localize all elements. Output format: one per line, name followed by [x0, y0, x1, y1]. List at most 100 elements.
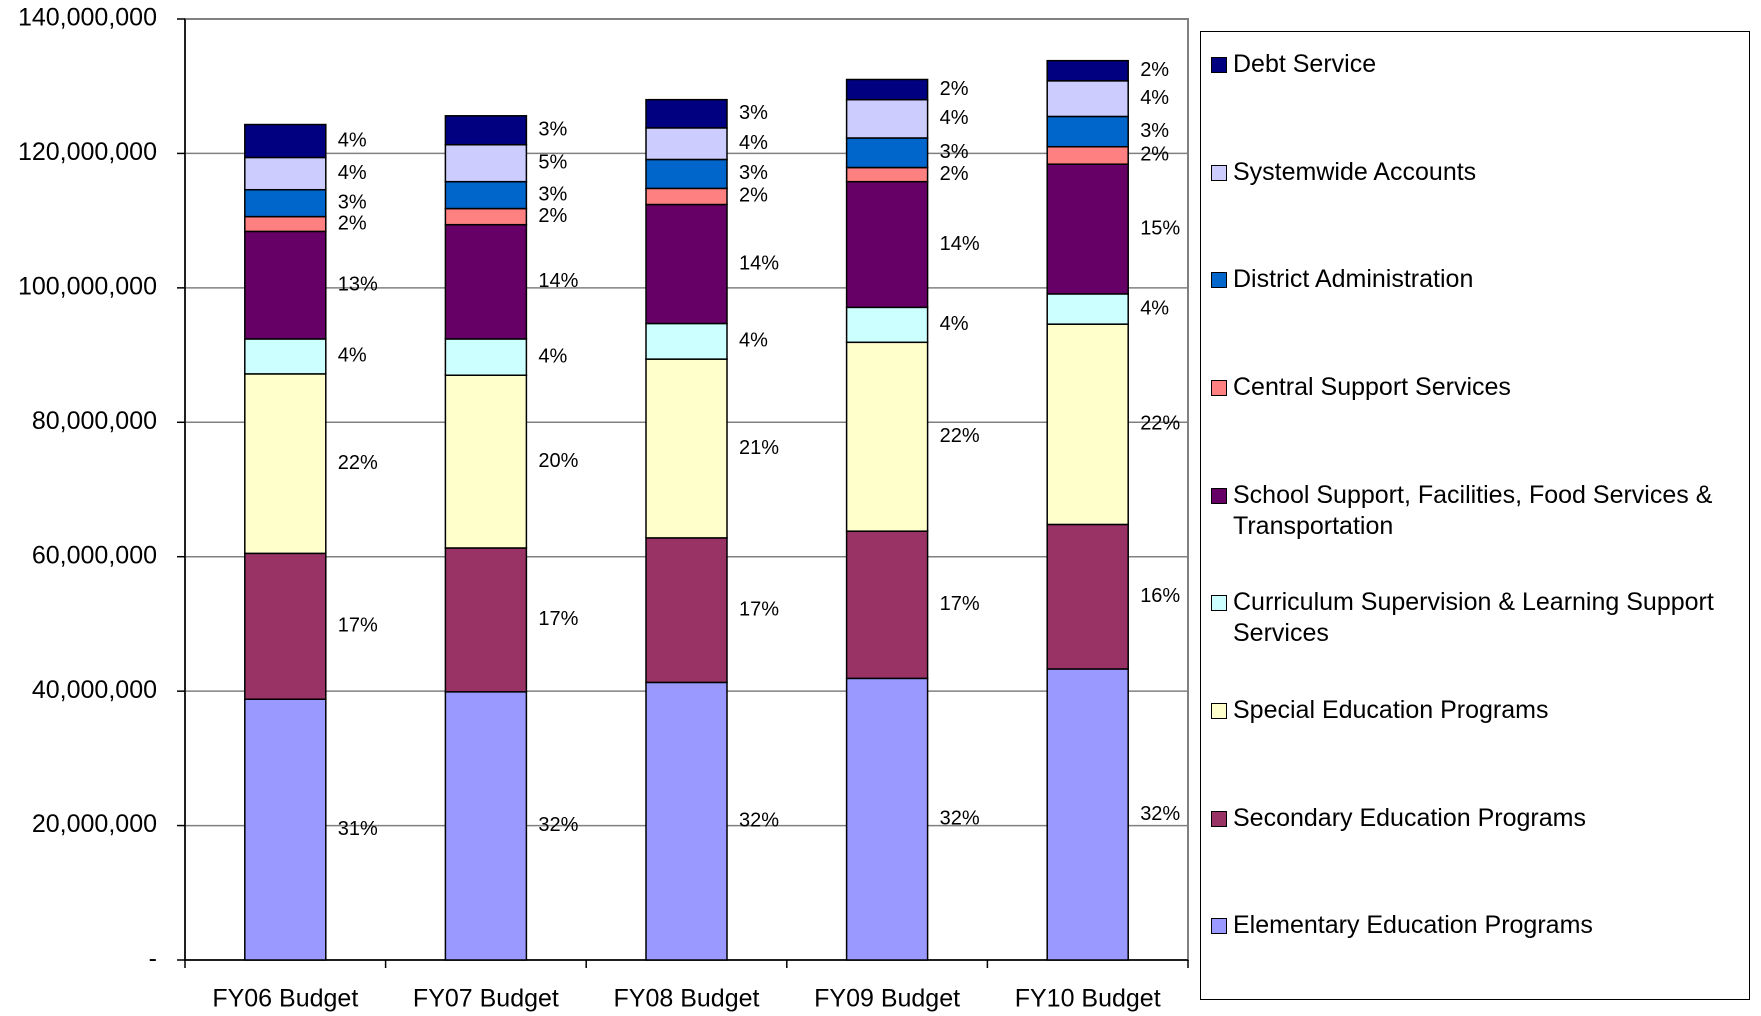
bar-segment [1046, 323, 1129, 526]
legend-swatch [1211, 380, 1227, 396]
data-label: 3% [338, 191, 367, 213]
bar-segment [244, 373, 327, 555]
bar-segment [845, 306, 929, 344]
data-label: 2% [338, 212, 367, 234]
bar-segment [444, 143, 528, 183]
legend-swatch [1211, 810, 1227, 827]
legend-label: Central Support Services [1233, 373, 1511, 401]
data-label: 22% [338, 452, 378, 474]
data-label: 22% [1140, 413, 1180, 435]
y-tick-label: - [149, 945, 157, 973]
bar-segment [444, 338, 528, 376]
bar-segment [244, 552, 327, 700]
bar-segment [244, 188, 327, 218]
y-tick-label: 60,000,000 [32, 541, 157, 569]
data-label: 3% [739, 162, 768, 184]
bar-segment [444, 547, 528, 693]
legend-item: Elementary Education Programs [1211, 910, 1741, 941]
legend-swatch [1211, 487, 1227, 504]
data-label: 3% [940, 141, 969, 163]
data-label: 4% [1140, 87, 1169, 109]
legend-item: District Administration [1211, 264, 1741, 295]
bar-segment [1046, 293, 1129, 325]
data-label: 2% [940, 78, 969, 100]
x-tick-label: FY10 Budget [1015, 985, 1161, 1013]
data-label: 21% [739, 437, 779, 459]
legend-label: Secondary Education Programs [1233, 803, 1586, 832]
legend-item: Secondary Education Programs [1211, 803, 1741, 834]
data-label: 4% [538, 345, 567, 367]
data-label: 15% [1140, 217, 1180, 239]
data-label: 14% [538, 270, 578, 292]
bar-segment [244, 215, 327, 233]
legend-swatch [1211, 57, 1227, 73]
y-tick-label: 120,000,000 [18, 138, 157, 166]
y-tick-label: 20,000,000 [32, 810, 157, 838]
bar-segment [845, 341, 929, 532]
data-label: 31% [338, 818, 378, 840]
data-label: 2% [1140, 144, 1169, 166]
data-label: 14% [940, 233, 980, 255]
data-label: 4% [338, 345, 367, 367]
legend-swatch [1211, 703, 1227, 719]
data-label: 32% [1140, 803, 1180, 825]
legend-label: Special Education Programs [1233, 696, 1549, 724]
bar-segment [1046, 163, 1129, 295]
bar-segment [1046, 115, 1129, 148]
bar-segment [645, 681, 728, 961]
bar-segment [645, 127, 728, 161]
data-label: 4% [338, 129, 367, 151]
bar-segment [1046, 523, 1129, 670]
data-label: 20% [538, 450, 578, 472]
data-label: 3% [538, 119, 567, 141]
data-label: 4% [940, 107, 969, 129]
legend-item: Curriculum Supervision & Learning Suppor… [1211, 587, 1741, 649]
legend-item: Systemwide Accounts [1211, 157, 1741, 188]
data-label: 32% [739, 809, 779, 831]
legend-label: School Support, Facilities, Food Service… [1233, 480, 1713, 540]
data-label: 3% [739, 102, 768, 124]
legend-item: School Support, Facilities, Food Service… [1211, 480, 1741, 542]
y-tick-label: 140,000,000 [18, 4, 157, 32]
bar-segment [845, 137, 929, 169]
bar-segment [845, 166, 929, 183]
y-tick-label: 80,000,000 [32, 407, 157, 435]
y-tick-label: 40,000,000 [32, 676, 157, 704]
data-label: 5% [538, 151, 567, 173]
data-label: 4% [940, 313, 969, 335]
data-label: 16% [1140, 585, 1180, 607]
bar-segment [444, 691, 528, 961]
bar-segment [444, 115, 528, 146]
data-label: 32% [940, 807, 980, 829]
data-label: 17% [739, 598, 779, 620]
bar-segment [645, 187, 728, 206]
bar-segment [444, 207, 528, 226]
data-label: 3% [1140, 120, 1169, 142]
legend-swatch [1211, 272, 1227, 289]
bar-segment [1046, 145, 1129, 165]
data-label: 17% [940, 593, 980, 615]
legend-item: Central Support Services [1211, 372, 1741, 403]
data-label: 4% [739, 330, 768, 352]
legend-item: Debt Service [1211, 49, 1741, 80]
y-tick-label: 100,000,000 [18, 272, 157, 300]
x-tick-label: FY09 Budget [814, 985, 960, 1013]
legend-label: Elementary Education Programs [1233, 911, 1593, 940]
data-label: 14% [739, 252, 779, 274]
legend: Elementary Education Programs Secondary E… [1200, 31, 1750, 1000]
bar-segment [845, 677, 929, 961]
legend-label: Debt Service [1233, 50, 1377, 78]
bar-segment [645, 98, 728, 129]
data-label: 4% [338, 162, 367, 184]
bar-segment [645, 158, 728, 190]
legend-item: Special Education Programs [1211, 695, 1741, 726]
bar-segment [845, 180, 929, 309]
bar-segment [645, 537, 728, 684]
bar-segment [244, 230, 327, 340]
data-label: 2% [1140, 59, 1169, 81]
x-tick-label: FY06 Budget [212, 985, 358, 1013]
legend-label: Systemwide Accounts [1233, 157, 1477, 186]
bar-segment [244, 338, 327, 375]
